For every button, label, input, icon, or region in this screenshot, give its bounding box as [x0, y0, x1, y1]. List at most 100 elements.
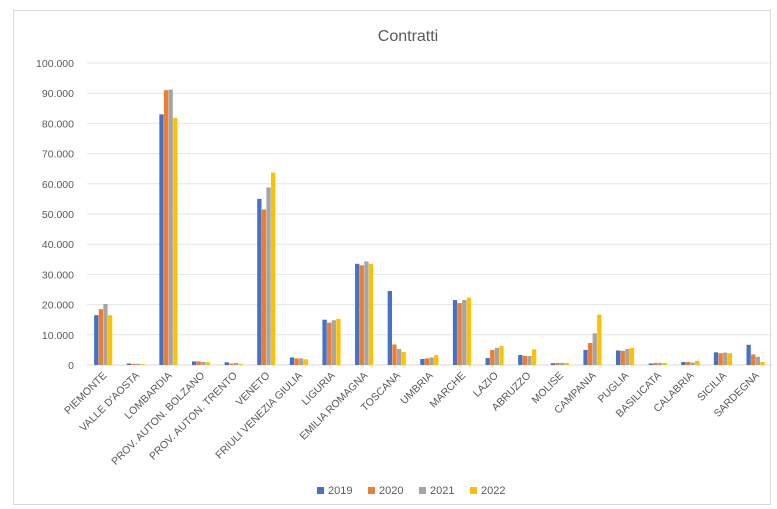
- bar-2019: [485, 358, 490, 365]
- bar-2020: [359, 265, 364, 365]
- y-tick-label: 30.000: [42, 269, 74, 281]
- bar-2021: [527, 355, 532, 365]
- y-tick-label: 60.000: [42, 179, 74, 191]
- bar-2019: [616, 350, 621, 365]
- bar-2020: [392, 344, 397, 365]
- bar-2021: [592, 333, 597, 365]
- bar-2021: [755, 356, 760, 365]
- bar-2022: [727, 353, 732, 365]
- bar-2021: [690, 362, 695, 365]
- bar-2021: [103, 303, 108, 365]
- legend-swatch: [317, 487, 324, 494]
- bar-2022: [466, 297, 472, 365]
- legend-swatch: [419, 487, 426, 494]
- bar-2022: [336, 318, 341, 365]
- y-tick-label: 70.000: [42, 149, 74, 161]
- x-tick-label: LAZIO: [471, 370, 501, 400]
- x-tick-label: MARCHE: [428, 370, 469, 411]
- bar-2019: [746, 344, 751, 365]
- legend-label: 2020: [379, 485, 403, 497]
- bar-2021: [429, 357, 434, 365]
- y-axis: 0 10.000 20.000 30.000 40.000 50.000 60.000 70.…: [36, 58, 74, 372]
- bar-2022: [531, 349, 537, 365]
- bar-2020: [653, 362, 658, 365]
- bar-2020: [620, 350, 625, 365]
- bar-2022: [173, 117, 178, 366]
- y-tick-label: 90.000: [42, 88, 74, 100]
- bar-2022: [760, 361, 765, 365]
- bar-2022: [597, 314, 602, 365]
- gridlines: [87, 62, 772, 366]
- y-tick-label: 40.000: [42, 239, 74, 251]
- bar-2019: [420, 358, 425, 365]
- bar-2021: [233, 362, 239, 365]
- bar-2021: [168, 89, 173, 366]
- bar-2020: [522, 355, 528, 365]
- x-tick-label: VALLE D'AOSTA: [78, 370, 143, 435]
- bar-2022: [205, 362, 211, 365]
- bar-2021: [135, 363, 141, 365]
- bar-2019: [648, 363, 653, 365]
- bar-2019: [713, 352, 719, 365]
- legend: 2019 2020 2021 2022: [317, 485, 505, 497]
- bar-2020: [587, 342, 593, 365]
- bar-2020: [555, 362, 560, 365]
- chart-area: [13, 10, 771, 505]
- bar-2022: [368, 263, 374, 365]
- bar-2019: [355, 263, 360, 365]
- bar-2022: [695, 360, 700, 365]
- y-tick-label: 0: [68, 360, 74, 372]
- bar-2020: [751, 354, 756, 365]
- bar-2022: [271, 172, 276, 365]
- bar-2021: [559, 362, 565, 365]
- bar-2021: [494, 347, 500, 365]
- bar-2021: [462, 300, 467, 365]
- y-tick-label: 10.000: [42, 330, 74, 342]
- bar-2022: [140, 364, 145, 365]
- bar-2019: [94, 315, 99, 365]
- bar-2019: [583, 349, 588, 365]
- bar-2021: [266, 187, 271, 365]
- bar-2022: [401, 352, 406, 365]
- bar-2021: [299, 358, 304, 365]
- bar-2020: [490, 349, 495, 365]
- bar-2019: [387, 291, 392, 365]
- bar-2022: [303, 359, 308, 365]
- y-tick-label: 50.000: [42, 209, 74, 221]
- legend-swatch: [470, 487, 477, 494]
- bar-2020: [424, 358, 430, 365]
- bar-2020: [163, 90, 169, 366]
- bar-2019: [126, 363, 132, 365]
- bar-2022: [238, 363, 243, 365]
- legend-label: 2019: [328, 485, 352, 497]
- bar-2019: [191, 361, 197, 365]
- bar-2020: [718, 353, 723, 365]
- bar-2022: [564, 362, 569, 365]
- bar-2020: [457, 303, 462, 365]
- bar-2021: [657, 362, 663, 365]
- bar-2020: [98, 309, 104, 365]
- bar-2022: [499, 345, 504, 365]
- bar-2019: [224, 362, 229, 365]
- bar-2019: [322, 319, 327, 365]
- bar-2019: [159, 114, 164, 365]
- legend-label: 2021: [430, 485, 454, 497]
- bar-2020: [327, 322, 332, 365]
- bar-2020: [196, 361, 201, 365]
- bar-2020: [131, 363, 136, 365]
- bars: [94, 89, 765, 366]
- y-tick-label: 20.000: [42, 300, 74, 312]
- bar-2021: [364, 261, 369, 365]
- bar-2019: [550, 363, 556, 365]
- bar-2021: [396, 348, 402, 365]
- bar-2019: [681, 361, 686, 365]
- bar-2019: [257, 198, 262, 365]
- bar-2019: [518, 355, 523, 365]
- bar-2022: [107, 315, 113, 365]
- bar-2022: [629, 347, 635, 365]
- bar-2020: [294, 358, 299, 365]
- bar-2020: [261, 209, 267, 365]
- bar-2022: [434, 355, 439, 365]
